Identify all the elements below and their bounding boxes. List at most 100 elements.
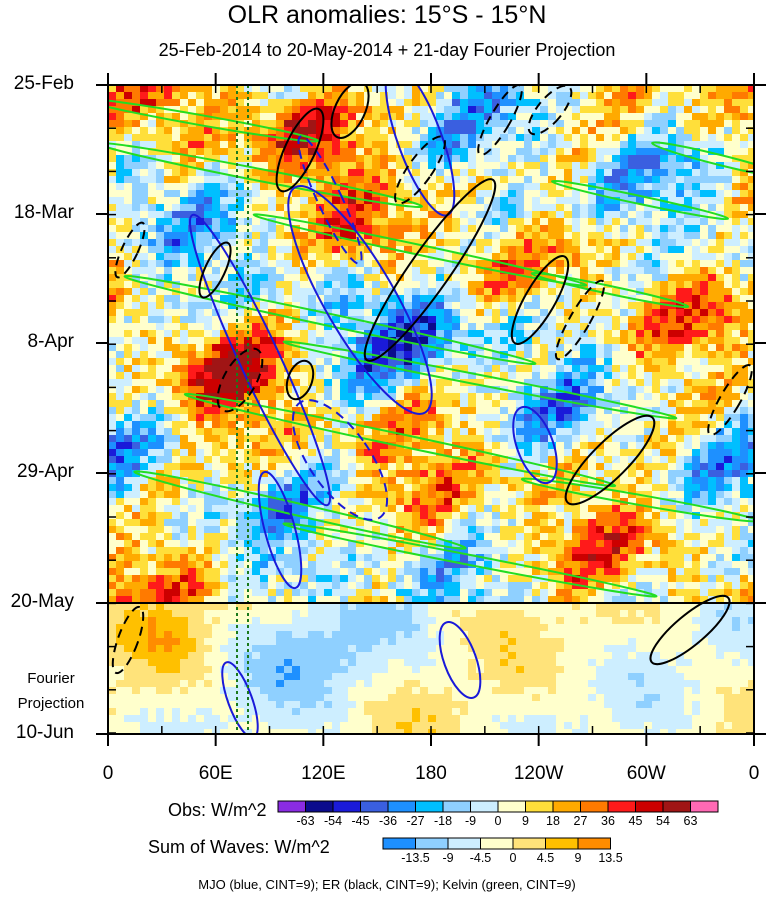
waves-colorbar-label: 0 <box>509 851 517 865</box>
chart-subtitle: 25-Feb-2014 to 20-May-2014 + 21-day Four… <box>158 40 616 60</box>
obs-colorbar-label: 36 <box>601 814 615 828</box>
obs-colorbar-label: -63 <box>296 814 315 828</box>
obs-colorbar-label: -9 <box>464 814 477 828</box>
waves-colorbar-swatch <box>415 837 449 850</box>
waves-colorbar-label: 13.5 <box>598 851 623 865</box>
chart-title: OLR anomalies: 15°S - 15°N <box>227 1 547 29</box>
obs-colorbar-swatch <box>607 800 636 813</box>
obs-colorbar-swatch <box>415 800 444 813</box>
x-tick-label: 60W <box>626 763 666 784</box>
obs-colorbar-swatch <box>470 800 499 813</box>
waves-colorbar-swatch <box>382 837 416 850</box>
mjo-contour <box>297 135 363 265</box>
obs-colorbar-label: 9 <box>522 814 529 828</box>
mjo-contour <box>221 661 259 734</box>
obs-colorbar-label: -18 <box>433 814 453 828</box>
kelvin-contour <box>252 213 588 287</box>
kelvin-contour <box>530 271 690 309</box>
obs-colorbar-swatch <box>662 800 691 813</box>
y-tick-label: 8-Apr <box>27 331 74 352</box>
er-contour <box>198 241 232 299</box>
mjo-contour <box>438 621 482 699</box>
colorbars <box>277 800 719 850</box>
obs-colorbar-label: -45 <box>351 814 370 828</box>
obs-colorbar-label: 18 <box>546 814 560 828</box>
er-contour <box>564 414 656 506</box>
mjo-contour <box>257 470 303 590</box>
olr-heatmap <box>108 85 754 734</box>
y-tick-label: 20-May <box>10 591 74 612</box>
projection-label: Fourier <box>27 670 75 687</box>
waves-colorbar-label: 9 <box>574 851 582 865</box>
x-tick-label: 180 <box>415 763 447 784</box>
obs-colorbar-swatch <box>360 800 389 813</box>
waves-colorbar-swatch <box>480 837 514 850</box>
kelvin-contour <box>133 470 467 550</box>
y-tick-label: 29-Apr <box>16 461 74 482</box>
kelvin-contour <box>282 522 658 598</box>
obs-colorbar-swatch <box>580 800 609 813</box>
mjo-contour <box>512 405 558 485</box>
x-tick-label: 120E <box>301 763 346 784</box>
obs-colorbar-label: 63 <box>683 814 698 828</box>
kelvin-contour <box>651 141 754 179</box>
obs-colorbar-swatch <box>525 800 554 813</box>
x-tick-label: 120W <box>513 763 564 784</box>
obs-colorbar-title: Obs: W/m^2 <box>168 800 267 820</box>
y-tick-label: 25-Feb <box>13 73 74 94</box>
waves-colorbar-swatch <box>577 837 611 850</box>
er-contour <box>114 221 146 279</box>
er-contour <box>707 364 753 436</box>
y-tick-label: 18-Mar <box>13 202 74 223</box>
obs-colorbar-label: -54 <box>323 814 343 828</box>
mjo-contour <box>291 399 389 521</box>
er-contour <box>330 85 370 139</box>
er-contour <box>216 347 264 413</box>
obs-colorbar-label: -36 <box>378 814 398 828</box>
obs-colorbar-swatch <box>497 800 526 813</box>
kelvin-contour <box>108 97 320 143</box>
obs-colorbar-swatch <box>387 800 416 813</box>
waves-colorbar-swatch <box>447 837 481 850</box>
waves-colorbar-title: Sum of Waves: W/m^2 <box>148 837 330 857</box>
obs-colorbar-swatch <box>635 800 664 813</box>
x-tick-label: 0 <box>748 763 760 784</box>
er-contour <box>275 107 325 193</box>
er-contour <box>363 178 497 362</box>
waves-colorbar-label: -9 <box>442 851 454 865</box>
kelvin-contour <box>550 179 730 221</box>
contour-legend: MJO (blue, CINT=9); ER (black, CINT=9); … <box>198 877 576 892</box>
obs-colorbar-swatch <box>690 800 719 813</box>
x-tick-label: 60E <box>198 763 233 784</box>
obs-colorbar-label: 27 <box>573 814 588 828</box>
er-contour <box>527 85 573 136</box>
mjo-contour <box>188 213 332 507</box>
waves-colorbar-label: -13.5 <box>401 851 430 865</box>
obs-colorbar-swatch <box>332 800 361 813</box>
kelvin-contour <box>108 141 423 209</box>
er-contour <box>510 255 570 345</box>
waves-colorbar-swatch <box>545 837 579 850</box>
waves-colorbar-swatch <box>512 837 546 850</box>
er-contour <box>554 279 606 361</box>
obs-colorbar-swatch <box>442 800 471 813</box>
obs-colorbar-label: 54 <box>656 814 670 828</box>
kelvin-contour <box>183 392 617 488</box>
obs-colorbar-label: 45 <box>628 814 643 828</box>
kelvin-contour <box>520 477 754 523</box>
obs-colorbar-swatch <box>305 800 334 813</box>
waves-colorbar-label: -4.5 <box>469 851 492 865</box>
er-contour <box>394 135 446 205</box>
projection-label: Projection <box>17 695 85 712</box>
er-contour <box>649 594 731 666</box>
er-contour <box>285 359 315 401</box>
obs-colorbar-swatch <box>552 800 581 813</box>
waves-colorbar-label: 4.5 <box>536 851 555 865</box>
plot-frame <box>96 73 766 746</box>
kelvin-contour <box>123 274 537 366</box>
kelvin-contour <box>282 340 678 420</box>
obs-colorbar-label: 0 <box>494 814 502 828</box>
mjo-contour <box>287 185 433 415</box>
x-tick-label: 0 <box>102 763 114 784</box>
